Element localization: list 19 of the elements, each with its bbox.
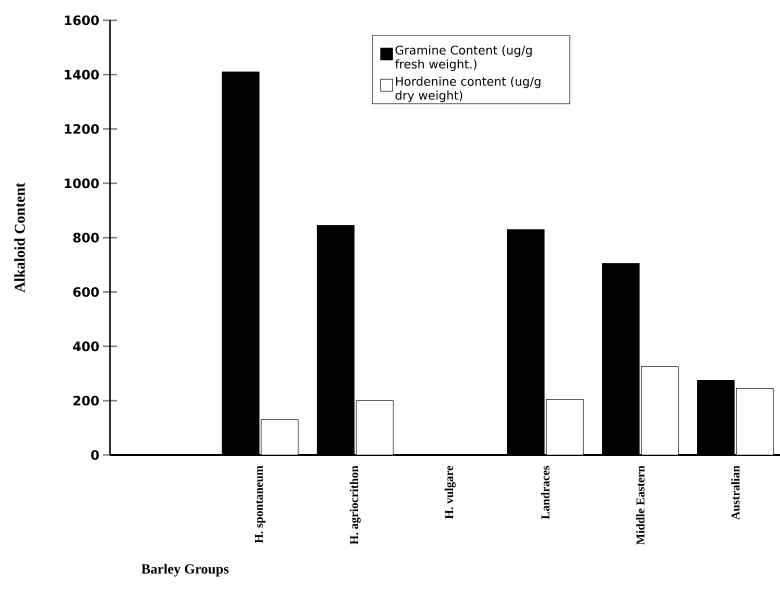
y-tick-label: 600 [73, 287, 99, 297]
y-tick-label: 1200 [64, 124, 99, 134]
y-tick-label: 0 [91, 450, 99, 460]
y-tick-label: 400 [73, 341, 99, 352]
y-tick-label: 800 [73, 232, 99, 243]
x-tick-label: Landraces [541, 466, 550, 520]
legend-label: Hordenine content (ug/g dry weight) [396, 76, 540, 102]
y-tick-label: 1600 [64, 15, 99, 26]
x-tick-label: Middle Eastern [636, 466, 644, 545]
y-tick-label: 200 [73, 396, 99, 406]
y-axis-title: Alkaloid Content [14, 182, 25, 293]
x-tick-label: H. agriocrithon [350, 466, 361, 544]
x-tick-label: H. spontaneum [254, 466, 266, 544]
x-tick-label: Australian [731, 466, 740, 520]
x-tick-label: H. vulgare [444, 466, 456, 519]
y-tick-label: 1000 [64, 178, 99, 188]
legend-label: Gramine Content (ug/g fresh weight.) [395, 45, 532, 71]
y-tick-label: 1400 [64, 70, 99, 80]
x-axis-title: Barley Groups [141, 564, 229, 577]
